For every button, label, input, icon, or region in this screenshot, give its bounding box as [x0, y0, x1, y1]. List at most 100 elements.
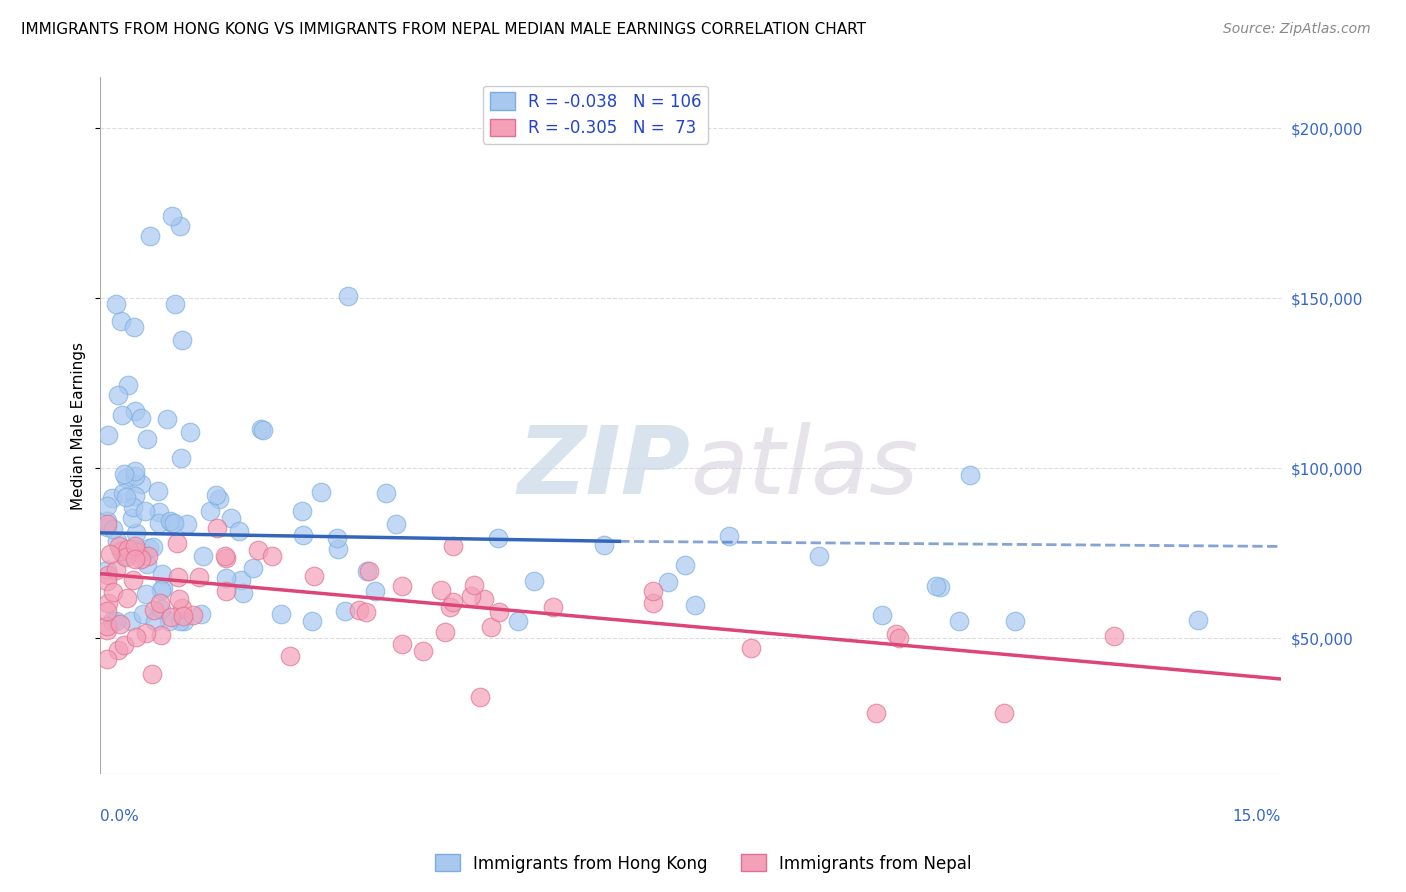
Point — [142, 540, 165, 554]
Point — [391, 579, 413, 593]
Point — [143, 614, 166, 628]
Point — [104, 297, 127, 311]
Point — [354, 605, 377, 619]
Point — [160, 516, 183, 530]
Point — [363, 584, 385, 599]
Point — [717, 529, 740, 543]
Point — [643, 584, 665, 599]
Point — [146, 484, 169, 499]
Y-axis label: Median Male Earnings: Median Male Earnings — [72, 342, 86, 510]
Point — [139, 229, 162, 244]
Point — [384, 516, 406, 531]
Point — [105, 563, 128, 577]
Point — [441, 540, 464, 554]
Point — [460, 590, 482, 604]
Point — [115, 490, 138, 504]
Point — [135, 626, 157, 640]
Point — [96, 574, 118, 589]
Point — [134, 504, 156, 518]
Point — [173, 608, 195, 623]
Text: 0.0%: 0.0% — [100, 809, 138, 824]
Point — [96, 516, 118, 531]
Point — [181, 608, 204, 623]
Point — [191, 549, 214, 563]
Point — [110, 544, 132, 558]
Point — [141, 666, 163, 681]
Point — [470, 690, 492, 705]
Point — [232, 586, 254, 600]
Point — [169, 219, 191, 233]
Point — [162, 516, 184, 531]
Point — [96, 520, 118, 534]
Point — [117, 541, 139, 556]
Point — [97, 596, 120, 610]
Point — [150, 602, 173, 616]
Point — [252, 423, 274, 437]
Point — [121, 574, 143, 588]
Point — [865, 706, 887, 720]
Point — [96, 604, 118, 618]
Point — [356, 564, 378, 578]
Point — [959, 468, 981, 483]
Point — [122, 320, 145, 334]
Point — [1102, 629, 1125, 643]
Point — [673, 558, 696, 573]
Point — [167, 592, 190, 607]
Point — [107, 539, 129, 553]
Point — [657, 575, 679, 590]
Point — [96, 563, 118, 577]
Point — [740, 641, 762, 656]
Point — [219, 511, 242, 525]
Point — [149, 628, 172, 642]
Legend: R = -0.038   N = 106, R = -0.305   N =  73: R = -0.038 N = 106, R = -0.305 N = 73 — [484, 86, 709, 144]
Point — [143, 603, 166, 617]
Point — [291, 504, 314, 518]
Point — [463, 578, 485, 592]
Point — [112, 549, 135, 563]
Point — [136, 557, 159, 571]
Point — [993, 706, 1015, 720]
Point — [326, 541, 349, 556]
Point — [105, 534, 128, 549]
Point — [163, 296, 186, 310]
Point — [215, 550, 238, 565]
Point — [96, 618, 118, 632]
Point — [169, 614, 191, 628]
Point — [124, 539, 146, 553]
Point — [228, 524, 250, 538]
Point — [291, 528, 314, 542]
Point — [107, 388, 129, 402]
Point — [187, 570, 209, 584]
Point — [148, 505, 170, 519]
Point — [870, 608, 893, 623]
Point — [120, 614, 142, 628]
Point — [270, 607, 292, 622]
Point — [170, 333, 193, 347]
Point — [887, 632, 910, 646]
Point — [472, 592, 495, 607]
Point — [96, 624, 118, 638]
Point — [807, 549, 830, 563]
Legend: Immigrants from Hong Kong, Immigrants from Nepal: Immigrants from Hong Kong, Immigrants fr… — [427, 847, 979, 880]
Point — [924, 579, 946, 593]
Point — [138, 541, 160, 556]
Point — [157, 614, 180, 628]
Point — [337, 289, 360, 303]
Point — [260, 549, 283, 563]
Point — [149, 596, 172, 610]
Point — [96, 514, 118, 528]
Point — [302, 569, 325, 583]
Point — [115, 471, 138, 485]
Text: 15.0%: 15.0% — [1233, 809, 1281, 824]
Point — [928, 580, 950, 594]
Point — [301, 614, 323, 628]
Point — [326, 531, 349, 545]
Point — [215, 571, 238, 585]
Point — [110, 543, 132, 558]
Point — [117, 377, 139, 392]
Point — [124, 552, 146, 566]
Point — [112, 467, 135, 481]
Point — [152, 581, 174, 595]
Text: atlas: atlas — [690, 422, 918, 513]
Text: ZIP: ZIP — [517, 422, 690, 514]
